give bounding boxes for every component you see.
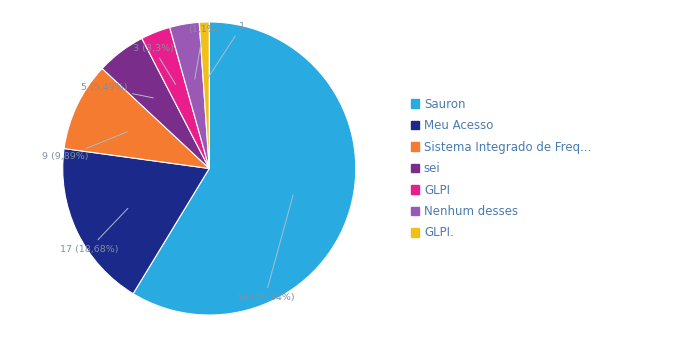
Text: 1: 1: [208, 22, 244, 78]
Wedge shape: [142, 27, 209, 168]
Wedge shape: [102, 38, 209, 168]
Wedge shape: [199, 22, 209, 168]
Wedge shape: [63, 149, 209, 294]
Text: 17 (18,68%): 17 (18,68%): [60, 208, 128, 253]
Legend: Sauron, Meu Acesso, Sistema Integrado de Freq..., sei, GLPI, Nenhum desses, GLPI: Sauron, Meu Acesso, Sistema Integrado de…: [411, 97, 591, 240]
Wedge shape: [169, 22, 209, 168]
Text: 9 (9,89%): 9 (9,89%): [43, 132, 128, 161]
Wedge shape: [133, 22, 356, 315]
Text: (1,1%): (1,1%): [188, 25, 219, 79]
Text: 54 (59,34%): 54 (59,34%): [236, 195, 294, 302]
Wedge shape: [64, 68, 209, 168]
Text: 3 (3,3%): 3 (3,3%): [133, 44, 176, 84]
Text: 5 (5,49%): 5 (5,49%): [80, 84, 153, 98]
